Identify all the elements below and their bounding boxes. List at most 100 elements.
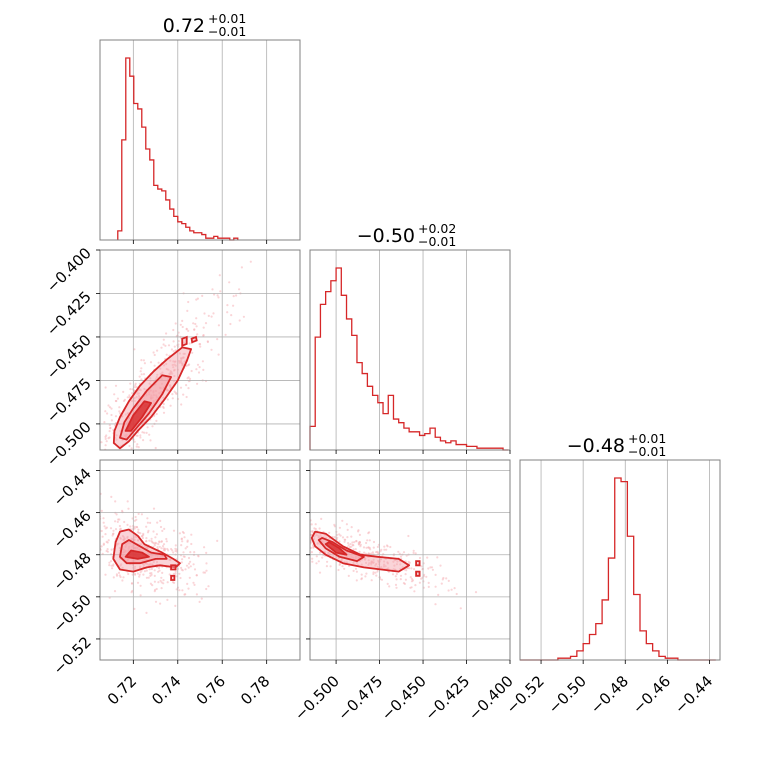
sample-point — [154, 536, 157, 539]
sample-point — [185, 395, 188, 399]
sample-point — [382, 565, 385, 568]
sample-point — [427, 567, 430, 570]
sample-point — [108, 454, 110, 456]
sample-point — [326, 560, 329, 563]
sample-point — [162, 543, 166, 546]
sample-point — [95, 567, 97, 569]
sample-point — [131, 589, 134, 593]
sample-point — [230, 314, 233, 317]
sample-point — [152, 530, 155, 533]
sample-point — [203, 312, 206, 315]
sample-point — [367, 563, 370, 567]
sample-point — [126, 396, 129, 399]
sample-point — [107, 404, 110, 407]
sample-point — [88, 487, 90, 489]
sample-point — [193, 568, 197, 571]
sample-point — [338, 533, 341, 536]
sample-point — [447, 589, 450, 592]
sample-point — [207, 585, 210, 588]
contour-level-3 — [324, 541, 348, 556]
sample-point — [360, 578, 363, 581]
sample-point — [474, 591, 478, 594]
sample-point — [213, 293, 216, 296]
sample-point — [116, 520, 119, 524]
sample-point — [420, 565, 423, 568]
marks-layer — [112, 57, 716, 661]
sample-point — [346, 528, 349, 532]
sample-point — [308, 541, 310, 543]
sample-point — [195, 298, 198, 301]
sample-point — [145, 537, 148, 540]
sample-point — [409, 576, 412, 579]
sample-point — [142, 373, 146, 376]
sample-point — [318, 571, 322, 574]
sample-point — [145, 455, 147, 457]
sample-point — [115, 573, 118, 576]
sample-point — [147, 529, 150, 532]
sample-point — [358, 533, 361, 537]
x-tick-label: −0.48 — [587, 672, 632, 717]
sample-point — [165, 537, 168, 541]
sample-point — [133, 399, 136, 402]
sample-point — [142, 573, 145, 576]
sample-point — [166, 398, 169, 401]
sample-point — [186, 309, 189, 312]
sample-point — [160, 346, 163, 349]
sample-point — [181, 319, 184, 322]
sample-point — [372, 540, 376, 544]
sample-point — [273, 518, 275, 520]
sample-point — [139, 584, 142, 587]
sample-point — [383, 563, 386, 566]
sample-point — [81, 501, 83, 503]
sample-point — [380, 578, 384, 581]
sample-point — [181, 540, 184, 543]
sample-point — [142, 359, 145, 362]
sample-point — [159, 525, 163, 529]
sample-point — [296, 547, 298, 549]
sample-point — [145, 540, 148, 543]
sample-point — [180, 359, 183, 362]
sample-point — [129, 388, 132, 391]
sample-point — [113, 393, 116, 396]
sample-point — [162, 338, 165, 341]
sample-point — [311, 557, 314, 560]
contour-level-3 — [124, 549, 150, 560]
sample-point — [178, 532, 181, 535]
title-minus-err: −0.01 — [418, 234, 456, 249]
sample-point — [358, 541, 361, 544]
sample-point — [148, 382, 151, 385]
sample-point — [172, 572, 175, 575]
sample-point — [169, 558, 172, 562]
sample-point — [512, 598, 514, 600]
sample-point — [148, 572, 152, 575]
sample-point — [303, 534, 305, 536]
sample-point — [139, 594, 142, 597]
sample-point — [395, 572, 398, 576]
x-tick-label: 0.78 — [237, 672, 273, 708]
sample-point — [133, 538, 136, 541]
sample-point — [134, 515, 137, 519]
sample-point — [104, 444, 107, 447]
sample-point — [304, 539, 306, 541]
sample-point — [97, 557, 99, 559]
sample-point — [189, 565, 192, 568]
y-tick-label: −0.44 — [50, 465, 95, 510]
sample-point — [318, 551, 322, 554]
sample-point — [118, 546, 121, 550]
sample-point — [178, 361, 181, 364]
sample-point — [83, 450, 85, 452]
sample-point — [163, 364, 166, 367]
sample-point — [169, 404, 172, 407]
sample-point — [97, 440, 99, 442]
sample-point — [338, 526, 341, 529]
sample-point — [380, 566, 383, 569]
sample-point — [178, 352, 182, 355]
sample-point — [384, 565, 387, 568]
sample-point — [104, 465, 106, 467]
panel-frame — [99, 39, 301, 241]
sample-point — [118, 410, 121, 413]
sample-point — [135, 396, 138, 399]
sample-point — [97, 539, 99, 541]
sample-point — [287, 540, 289, 542]
sample-point — [241, 514, 243, 516]
